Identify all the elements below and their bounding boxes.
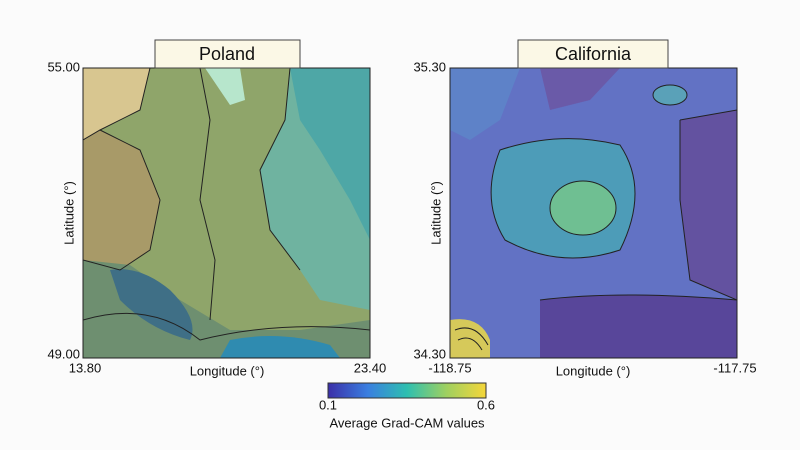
panel-title: California [555, 44, 632, 64]
panel-title: Poland [199, 44, 255, 64]
y-tick-label: 55.00 [47, 59, 80, 74]
y-axis-label: Latitude (°) [61, 181, 76, 245]
california-map [450, 68, 737, 358]
title-box [517, 39, 669, 69]
y-tick-label: 34.30 [413, 346, 446, 361]
x-tick-label: -118.75 [428, 360, 471, 375]
x-tick-label: 23.40 [354, 360, 387, 375]
x-tick-label: -117.75 [713, 360, 756, 375]
y-axis-label: Latitude (°) [428, 181, 443, 245]
x-axis-label: Longitude (°) [556, 363, 631, 378]
x-tick-label: 13.80 [69, 360, 102, 375]
y-tick-label: 49.00 [47, 346, 80, 361]
colorbar [327, 382, 487, 399]
y-tick-label: 35.30 [413, 59, 446, 74]
colorbar-label: Average Grad-CAM values [329, 415, 485, 430]
colorbar-min: 0.1 [319, 397, 337, 412]
x-axis-label: Longitude (°) [190, 363, 265, 378]
title-box [154, 39, 301, 69]
poland-map [83, 68, 370, 358]
colorbar-max: 0.6 [477, 397, 495, 412]
